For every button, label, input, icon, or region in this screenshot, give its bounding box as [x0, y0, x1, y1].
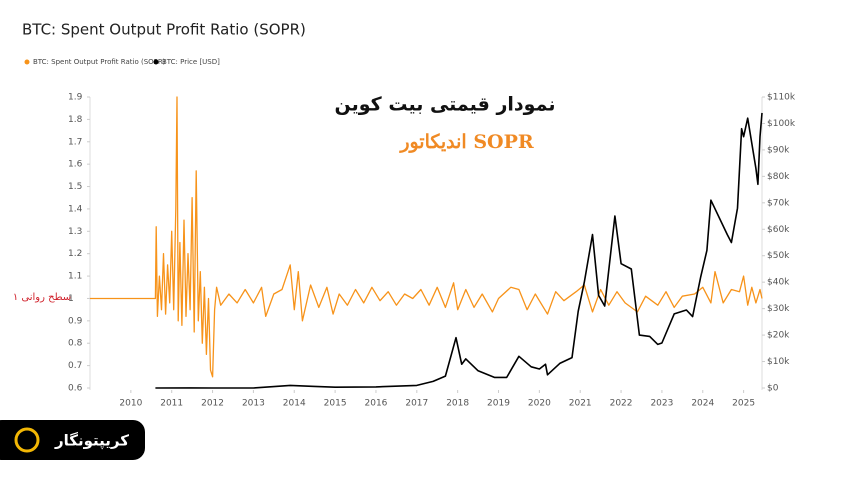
y-tick-label: 1.3 [68, 227, 82, 237]
y2-tick-label: $80k [767, 172, 790, 182]
y-tick-label: 1.4 [68, 204, 83, 214]
chart-title: BTC: Spent Output Profit Ratio (SOPR) [22, 21, 306, 39]
y-tick-label: 1.7 [68, 137, 82, 147]
y2-tick-label: $10k [767, 357, 790, 367]
x-tick-label: 2021 [569, 399, 592, 409]
annotation: نمودار قیمتی بیت کوین [335, 94, 556, 116]
x-tick-label: 2013 [242, 399, 265, 409]
x-tick-label: 2016 [365, 399, 388, 409]
y2-tick-label: $0 [767, 384, 779, 394]
y-tick-label: 0.9 [68, 316, 83, 326]
y-tick-label: 1.2 [68, 249, 82, 259]
x-tick-label: 2023 [650, 399, 673, 409]
y2-tick-label: $70k [767, 198, 790, 208]
y2-tick-label: $110k [767, 93, 796, 103]
y2-tick-label: $60k [767, 225, 790, 235]
logo-box [0, 420, 145, 460]
annotation: اندیکاتور SOPR [398, 131, 534, 153]
x-tick-label: 2018 [446, 399, 469, 409]
series-line [155, 112, 763, 389]
y-tick-label: 1.9 [68, 93, 83, 103]
y2-tick-label: $100k [767, 119, 796, 129]
legend-label: BTC: Price [USD] [162, 58, 220, 66]
legend-swatch [24, 59, 30, 65]
legend-label: BTC: Spent Output Profit Ratio (SOPR) [33, 58, 166, 66]
logo-icon [14, 427, 40, 453]
x-tick-label: 2011 [160, 399, 183, 409]
y2-tick-label: $90k [767, 145, 790, 155]
x-tick-label: 2020 [528, 399, 551, 409]
x-tick-label: 2019 [487, 399, 510, 409]
y-tick-label: 0.6 [68, 384, 83, 394]
x-tick-label: 2022 [610, 399, 633, 409]
y-tick-label: 0.7 [68, 361, 82, 371]
annotation: سطح روانی ۱ [13, 292, 71, 303]
x-tick-label: 2024 [691, 399, 714, 409]
y2-tick-label: $30k [767, 304, 790, 314]
x-tick-label: 2025 [732, 399, 755, 409]
x-tick-label: 2012 [201, 399, 224, 409]
x-tick-label: 2015 [324, 399, 347, 409]
x-tick-label: 2017 [405, 399, 428, 409]
y-tick-label: 1.6 [68, 160, 83, 170]
y-tick-label: 1.1 [68, 272, 82, 282]
y-tick-label: 1.8 [68, 115, 83, 125]
legend-swatch [153, 59, 159, 65]
x-tick-label: 2014 [283, 399, 306, 409]
logo-text: کریپتونگار [54, 432, 129, 451]
y-tick-label: 0.8 [68, 339, 83, 349]
y2-tick-label: $50k [767, 251, 790, 261]
y-tick-label: 1.5 [68, 182, 82, 192]
y2-tick-label: $20k [767, 331, 790, 341]
series-line [90, 96, 763, 378]
y-tick-label: 1 [68, 294, 74, 304]
y2-tick-label: $40k [767, 278, 790, 288]
x-tick-label: 2010 [119, 399, 142, 409]
